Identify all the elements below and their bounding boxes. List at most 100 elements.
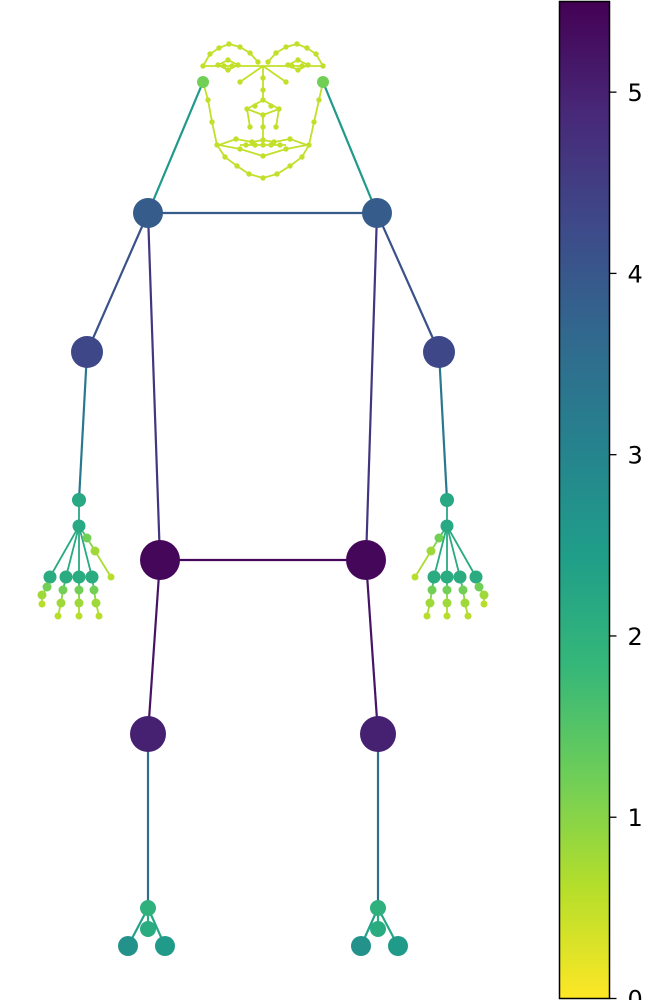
colorbar-tick-label: 4 [628,260,643,288]
face-landmark [246,171,252,177]
face-landmark [260,75,266,81]
bone-shoulder-left-to-hip-left [146,212,162,561]
face-landmark [299,63,305,69]
joint-elbow-left [71,336,103,368]
face-mesh-line [239,65,264,83]
hand-joint [440,493,454,507]
joint-face-left [197,76,209,88]
hand-bone [433,525,448,578]
face-landmark [200,63,206,69]
hand-joint [469,570,483,584]
joint-ankle-left [140,900,156,916]
joint-hip-left [140,540,180,580]
face-landmark [313,51,319,57]
face-landmark [260,137,266,143]
face-landmark [287,163,293,169]
face-mesh-line [275,108,280,128]
face-landmark [260,124,266,130]
hand-joint [442,585,452,595]
hand-bone [446,525,477,578]
hand-joint [72,570,86,584]
joint-toe-outer-left [118,936,138,956]
joint-shoulder-left [133,198,163,228]
face-landmark [294,41,300,47]
face-landmark [273,50,279,56]
hand-bone [65,525,80,578]
hand-joint [440,570,454,584]
hand-joint [427,585,437,595]
face-landmark [235,62,241,68]
hand-joint [74,585,84,595]
face-landmark [216,45,222,51]
hand-joint [38,600,46,608]
joint-toe-inner-left [155,936,175,956]
face-landmark [205,97,211,103]
face-mesh-line [262,65,287,83]
hand-bone [78,525,93,578]
face-landmark [247,124,253,130]
face-mesh-line [244,66,282,116]
bone-hip-right-to-knee-right [364,559,380,735]
joint-toe-inner-right [351,936,371,956]
face-landmark [287,136,293,142]
face-landmark [273,124,279,130]
bone-elbow-right-to-wrist-right [437,351,449,501]
bone-shoulder-left-to-elbow-left [85,212,150,353]
face-landmark [277,142,283,148]
face-landmark [255,59,261,65]
face-landmark [295,57,301,63]
hand-joint [434,533,444,543]
hand-joint [74,598,84,608]
joint-elbow-right [423,336,455,368]
joint-ankle-right [370,900,386,916]
hand-joint [425,598,435,608]
hand-joint [423,612,431,620]
face-landmark [276,106,282,112]
hand-bone [414,550,432,578]
hand-joint [43,570,57,584]
face-landmark [299,154,305,160]
hand-joint [72,519,86,533]
face-landmark [283,79,289,85]
face-landmark [237,146,243,152]
hand-bone [49,525,80,578]
face-landmark [260,87,266,93]
face-mesh-line [246,108,251,128]
hand-bone [94,550,112,578]
face-landmark [306,142,312,148]
face-landmark [225,67,231,73]
face-landmark [260,175,266,181]
hand-joint [85,570,99,584]
face-landmark [305,62,311,68]
hand-joint [89,585,99,595]
hand-right [411,493,489,620]
hand-joint [58,585,68,595]
hand-joint [464,612,472,620]
face-landmark [221,63,227,69]
hand-joint [59,570,73,584]
face-landmark [260,97,266,103]
face-landmark [260,153,266,159]
hand-joint [75,612,83,620]
hand-joint [91,598,101,608]
face-landmark [225,57,231,63]
hand-joint [474,582,484,592]
face-landmark [252,103,258,109]
face-landmark [252,142,258,148]
hand-joint [95,612,103,620]
joint-knee-right [360,716,396,752]
hand-joint [442,598,452,608]
colorbar-tick-label: 1 [628,804,643,832]
face-landmark [316,97,322,103]
colorbar-gradient [558,0,611,1000]
hand-joint [90,546,100,556]
face-landmark [260,142,266,148]
bone-face-right-to-shoulder-right [321,81,379,214]
face-landmark [244,106,250,112]
face-landmark [283,44,289,50]
bone-hip-left-to-knee-left [146,559,162,735]
colorbar-tick-label: 5 [628,79,643,107]
joint-heel-right [370,921,386,937]
face-landmark [268,142,274,148]
